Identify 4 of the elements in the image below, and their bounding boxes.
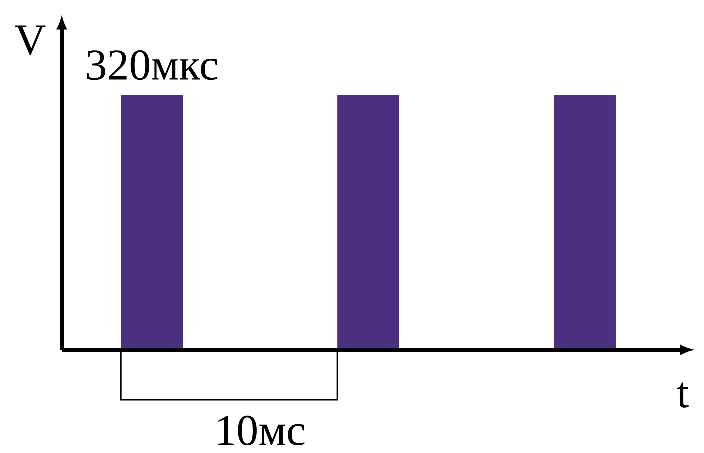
text: 320мкс <box>87 50 218 80</box>
x-axis-title: t <box>677 382 689 408</box>
y-axis-title: V <box>14 26 46 56</box>
text: 10мс <box>218 416 305 446</box>
